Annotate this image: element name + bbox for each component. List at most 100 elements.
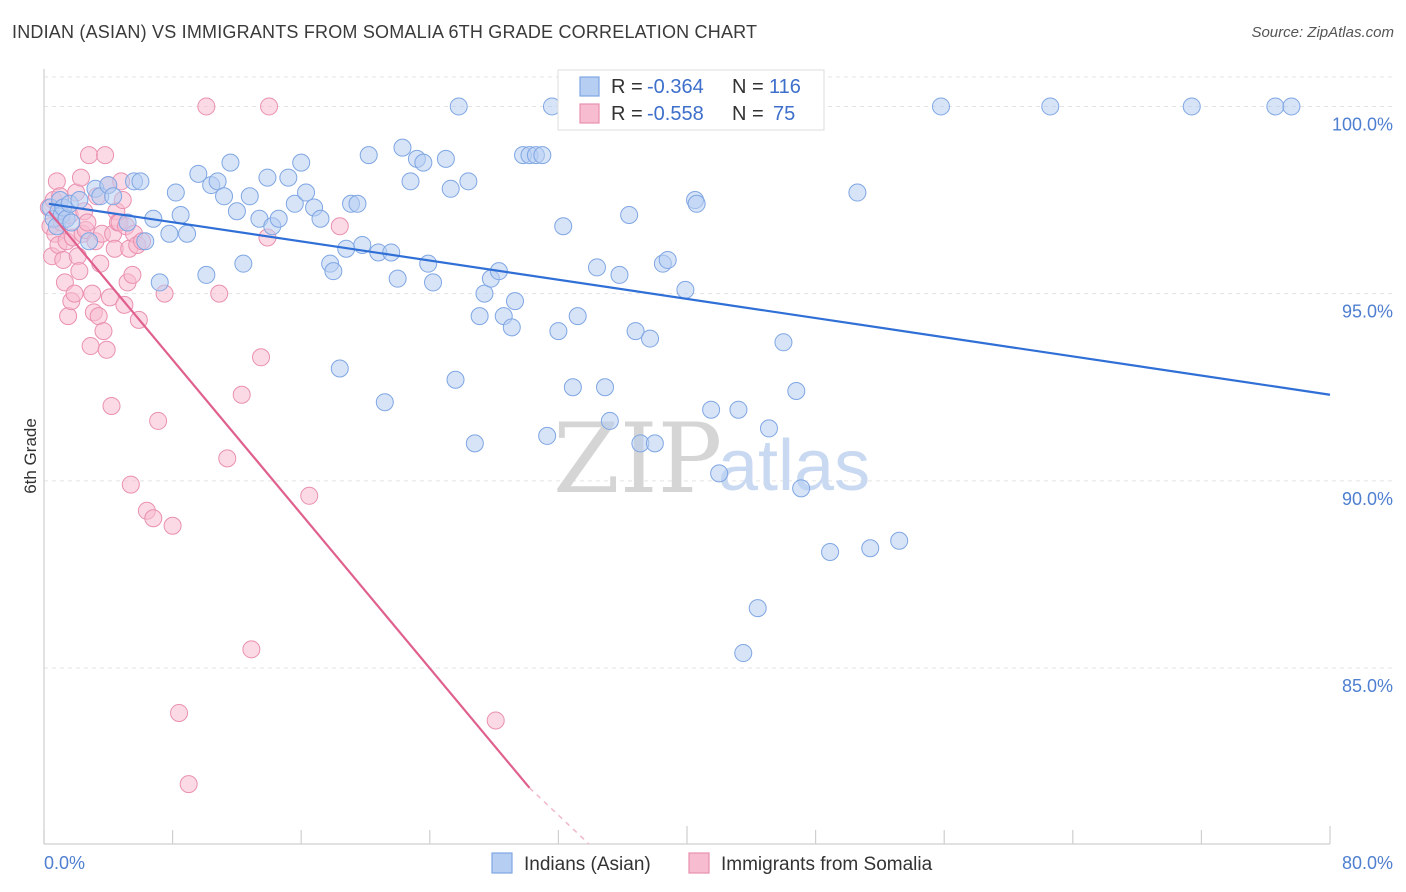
scatter-point-indians [388,269,407,288]
scatter-point-indians [104,187,123,206]
source-credit: Source: ZipAtlas.com [1251,24,1394,41]
scatter-point-somalia [78,213,97,232]
scatter-point-indians [258,168,277,187]
legend-n-value-2: 75 [773,103,795,125]
scatter-point-indians [734,644,753,663]
scatter-point-indians [269,209,288,228]
bottom-legend-label-indians: Indians (Asian) [524,854,651,875]
scatter-point-indians [279,168,298,187]
scatter-point-indians [748,599,767,618]
scatter-point-somalia [486,711,505,730]
chart-title: INDIAN (ASIAN) VS IMMIGRANTS FROM SOMALI… [12,22,758,42]
scatter-point-indians [424,273,443,292]
scatter-point-indians [136,232,155,251]
scatter-point-indians [62,213,81,232]
scatter-point-indians [554,217,573,236]
scatter-point-indians [324,262,343,281]
legend-swatch-indians [579,76,600,97]
scatter-point-indians [475,284,494,303]
scatter-point-indians [393,138,412,157]
scatter-point-indians [1041,97,1060,116]
scatter-point-somalia [121,475,140,494]
legend-r-label-2: R = [611,103,643,125]
scatter-point-indians [150,273,169,292]
scatter-point-somalia [97,340,116,359]
scatter-point-indians [446,370,465,389]
scatter-point-somalia [232,385,251,404]
legend: R = -0.364 N = 116 R = -0.558 N = 75 [557,69,825,131]
scatter-point-somalia [179,775,198,794]
scatter-point-indians [931,97,950,116]
scatter-point-indians [687,194,706,213]
scatter-point-indians [645,434,664,453]
scatter-point-indians [459,172,478,191]
scatter-point-indians [118,213,137,232]
scatter-point-somalia [252,348,271,367]
scatter-point-indians [610,265,629,284]
scatter-point-indians [1182,97,1201,116]
scatter-point-indians [600,411,619,430]
scatter-point-indians [160,224,179,243]
scatter-point-somalia [260,97,279,116]
scatter-point-indians [171,206,190,225]
scatter-point-somalia [115,295,134,314]
legend-swatch-somalia [579,103,600,124]
scatter-point-indians [297,183,316,202]
scatter-point-indians [208,172,227,191]
legend-n-label-1: N = [732,76,764,98]
scatter-point-somalia [68,247,87,266]
legend-r-value-1: -0.364 [647,76,704,98]
legend-n-label-2: N = [732,103,764,125]
grid-lines [44,76,1393,669]
trendlines [47,202,1331,845]
x-tick-label-max: 80.0% [1342,853,1393,873]
scatter-point-indians [375,393,394,412]
legend-box [557,69,825,131]
trendline-indians [48,202,1331,396]
scatter-point-indians [620,206,639,225]
scatter-point-somalia [123,265,142,284]
scatter-point-indians [348,194,367,213]
scatter-point-indians [470,307,489,326]
scatter-point-somalia [89,307,108,326]
scatter-point-indians [729,400,748,419]
watermark-atlas: atlas [718,426,870,506]
scatter-point-indians [1266,97,1285,116]
scatter-point-somalia [102,396,121,415]
scatter-point-somalia [81,337,100,356]
scatter-point-indians [759,419,778,438]
scatter-point-indians [1282,97,1301,116]
scatter-point-somalia [59,307,78,326]
scatter-point-somalia [83,284,102,303]
scatter-point-somalia [65,284,84,303]
scatter-point-somalia [218,449,237,468]
scatter-point-indians [197,265,216,284]
scatter-point-indians [502,318,521,337]
x-tick-label-min: 0.0% [44,853,85,873]
scatter-point-indians [587,258,606,277]
scatter-point-indians [382,243,401,262]
scatter-point-indians [359,146,378,165]
scatter-point-somalia [71,168,90,187]
scatter-point-indians [221,153,240,172]
scatter-point-indians [792,479,811,498]
trendline-somalia [47,210,531,789]
scatter-point-indians [710,464,729,483]
trendline-somalia-extension [528,787,590,845]
scatter-point-indians [658,250,677,269]
scatter-point-indians [80,232,99,251]
scatter-point-indians [240,187,259,206]
scatter-point-somalia [94,322,113,341]
scatter-point-somalia [100,288,119,307]
scatter-point-somalia [242,640,261,659]
scatter-point-indians [234,254,253,273]
scatter-point-somalia [80,146,99,165]
scatter-point-somalia [144,509,163,528]
scatter-point-indians [563,378,582,397]
scatter-point-indians [215,187,234,206]
scatter-point-somalia [330,217,349,236]
scatter-point-indians [189,164,208,183]
scatter-point-indians [676,280,695,299]
scatter-point-indians [533,146,552,165]
